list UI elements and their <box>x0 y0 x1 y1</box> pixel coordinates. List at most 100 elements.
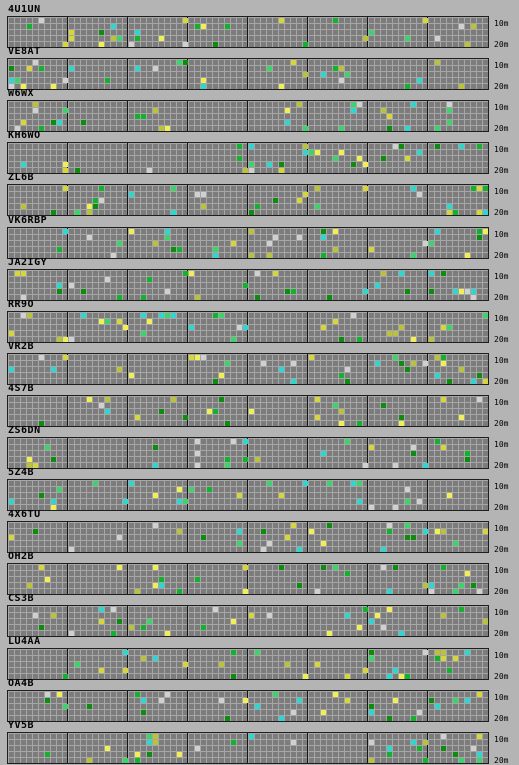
signal-cell <box>243 457 248 462</box>
signal-cell <box>399 674 404 679</box>
signal-cell <box>33 613 38 618</box>
propagation-grid <box>7 605 489 637</box>
propagation-grid <box>7 142 489 174</box>
station-row: VK6RBP 10m 20m <box>0 215 519 260</box>
signal-cell <box>153 108 158 113</box>
hour-separator <box>247 564 248 594</box>
signal-cell <box>459 84 464 89</box>
signal-cell <box>369 30 374 35</box>
signal-cell <box>303 481 308 486</box>
hour-separator <box>367 480 368 510</box>
signal-cell <box>99 403 104 408</box>
hour-separator <box>187 185 188 215</box>
signal-cell <box>129 192 134 197</box>
signal-cell <box>435 373 440 378</box>
signal-cell <box>339 66 344 71</box>
signal-cell <box>195 439 200 444</box>
signal-cell <box>405 36 410 41</box>
signal-cell <box>195 451 200 456</box>
signal-cell <box>303 150 308 155</box>
signal-cell <box>147 619 152 624</box>
signal-cell <box>165 229 170 234</box>
hour-separator <box>127 396 128 426</box>
signal-cell <box>405 289 410 294</box>
station-callsign: ZS6DN <box>8 425 41 436</box>
band-label-bottom: 20m <box>494 335 509 344</box>
signal-cell <box>255 704 260 709</box>
hour-separator <box>307 270 308 300</box>
signal-cell <box>435 704 440 709</box>
signal-cell <box>387 126 392 131</box>
signal-cell <box>183 42 188 47</box>
hour-separator <box>67 396 68 426</box>
signal-cell <box>351 313 356 318</box>
hour-separator <box>367 649 368 679</box>
station-row: VE8AT 10m 20m <box>0 46 519 91</box>
signal-cell <box>105 319 110 324</box>
hour-separator <box>127 59 128 89</box>
signal-cell <box>441 397 446 402</box>
signal-cell <box>453 752 458 757</box>
signal-cell <box>69 337 74 342</box>
band-label-top: 10m <box>494 398 509 407</box>
signal-cell <box>291 289 296 294</box>
signal-cell <box>387 589 392 594</box>
signal-cell <box>405 674 410 679</box>
signal-cell <box>369 656 374 661</box>
signal-cell <box>153 734 158 739</box>
signal-cell <box>423 583 428 588</box>
signal-cell <box>279 565 284 570</box>
signal-cell <box>339 373 344 378</box>
station-row: W6WX 10m 20m <box>0 88 519 133</box>
signal-cell <box>63 78 68 83</box>
signal-cell <box>417 499 422 504</box>
band-label-top: 10m <box>494 103 509 112</box>
station-callsign: 4S7B <box>8 383 35 394</box>
signal-cell <box>231 650 236 655</box>
signal-cell <box>201 535 206 540</box>
signal-cell <box>189 487 194 492</box>
hour-separator <box>67 101 68 131</box>
signal-cell <box>435 60 440 65</box>
signal-cell <box>363 162 368 167</box>
signal-cell <box>225 421 230 426</box>
station-row: YV5B 10m 20m <box>0 720 519 765</box>
signal-cell <box>321 565 326 570</box>
band-label-top: 10m <box>494 230 509 239</box>
signal-cell <box>111 607 116 612</box>
signal-cell <box>441 565 446 570</box>
signal-cell <box>249 253 254 258</box>
band-label-top: 10m <box>494 314 509 323</box>
propagation-grid <box>7 732 489 764</box>
signal-cell <box>393 565 398 570</box>
signal-cell <box>243 565 248 570</box>
signal-cell <box>369 740 374 745</box>
signal-cell <box>435 656 440 661</box>
signal-cell <box>213 247 218 252</box>
hour-separator <box>367 522 368 552</box>
signal-cell <box>57 487 62 492</box>
signal-cell <box>327 295 332 300</box>
hour-separator <box>367 606 368 636</box>
signal-cell <box>411 451 416 456</box>
signal-cell <box>417 746 422 751</box>
signal-cell <box>9 499 14 504</box>
hour-separator <box>247 101 248 131</box>
signal-cell <box>465 289 470 294</box>
hour-separator <box>247 396 248 426</box>
signal-cell <box>135 114 140 119</box>
signal-cell <box>357 337 362 342</box>
signal-cell <box>39 625 44 630</box>
signal-cell <box>57 283 62 288</box>
signal-cell <box>291 379 296 384</box>
station-callsign: LU4AA <box>8 636 41 647</box>
hour-separator <box>187 354 188 384</box>
signal-cell <box>51 499 56 504</box>
signal-cell <box>21 204 26 209</box>
signal-cell <box>165 289 170 294</box>
signal-cell <box>141 313 146 318</box>
signal-cell <box>171 210 176 215</box>
signal-cell <box>357 625 362 630</box>
band-label-bottom: 20m <box>494 419 509 428</box>
signal-cell <box>333 156 338 161</box>
